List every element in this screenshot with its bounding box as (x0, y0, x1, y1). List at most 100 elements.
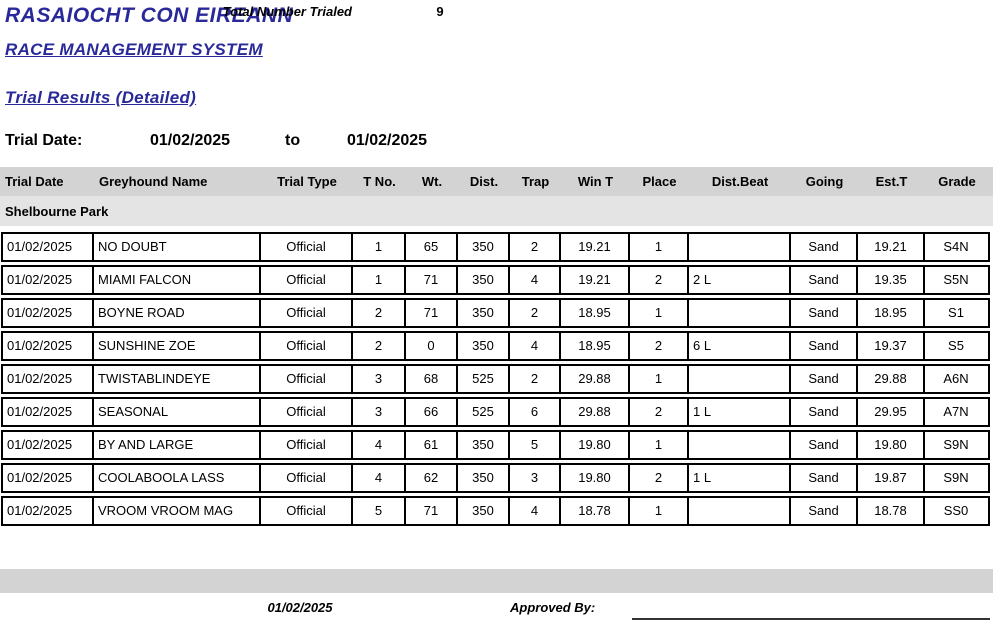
report-title: Trial Results (Detailed) (5, 88, 197, 107)
signature-line (632, 618, 990, 620)
column-header: Dist.Beat (711, 174, 769, 189)
table-cell: 1 L (689, 465, 791, 491)
table-cell: 3 (353, 366, 406, 392)
table-cell: 3 (510, 465, 561, 491)
table-cell: 350 (458, 267, 510, 293)
table-cell: 18.78 (561, 498, 630, 524)
table-cell: 01/02/2025 (3, 465, 94, 491)
table-cell (689, 366, 791, 392)
table-cell: 4 (510, 498, 561, 524)
table-cell: Official (261, 432, 353, 458)
table-cell: 350 (458, 300, 510, 326)
table-cell: Sand (791, 267, 858, 293)
table-cell (689, 498, 791, 524)
table-cell: 2 (353, 300, 406, 326)
table-cell: S4N (943, 239, 969, 254)
table-cell: SUNSHINE ZOE (94, 333, 261, 359)
table-cell: 1 (630, 498, 689, 524)
results-table-body: 01/02/2025 NO DOUBT Official 1 65 350 2 19.21 1 S… (1, 232, 990, 529)
table-cell: 5 (353, 498, 406, 524)
column-header: Dist. (469, 174, 499, 189)
table-row: 01/02/2025 TWISTABLINDEYE Official 3 68 525 2 2… (1, 364, 990, 394)
table-cell (689, 234, 791, 260)
table-cell: 19.80 (561, 432, 630, 458)
table-cell: 1 (630, 300, 689, 326)
table-cell: S9N (943, 470, 969, 485)
table-cell: Official (261, 399, 353, 425)
table-cell: 29.95 (858, 399, 925, 425)
table-cell: 350 (458, 432, 510, 458)
table-cell (689, 300, 791, 326)
table-cell: COOLABOOLA LASS (94, 465, 261, 491)
table-cell: SS0 (943, 503, 969, 518)
column-header: Wt. (421, 174, 443, 189)
table-cell: 525 (458, 399, 510, 425)
table-cell: 29.88 (561, 366, 630, 392)
table-cell: MIAMI FALCON (94, 267, 261, 293)
report-date: 01/02/2025 (267, 600, 333, 615)
table-cell: 350 (458, 234, 510, 260)
column-header: Greyhound Name (99, 174, 208, 189)
total-bar (0, 569, 993, 593)
table-cell: 6 L (689, 333, 791, 359)
table-row: 01/02/2025 VROOM VROOM MAG Official 5 71 350 4… (1, 496, 990, 526)
table-cell: Sand (791, 498, 858, 524)
table-cell: S9N (943, 437, 969, 452)
table-cell: 61 (406, 432, 458, 458)
trial-date-to: 01/02/2025 (347, 132, 428, 149)
table-cell: SEASONAL (94, 399, 261, 425)
table-cell: Sand (791, 465, 858, 491)
total-trialed-value: 9 (436, 4, 444, 19)
table-cell: 2 (630, 465, 689, 491)
column-header: Place (642, 174, 677, 189)
table-cell: Sand (791, 432, 858, 458)
table-cell: 4 (510, 333, 561, 359)
table-cell: 01/02/2025 (3, 300, 94, 326)
table-cell: A7N (943, 404, 969, 419)
trial-date-range: Trial Date: 01/02/2025 to 01/02/2025 (0, 132, 700, 154)
table-cell: 1 L (689, 399, 791, 425)
table-cell: S5N (943, 272, 969, 287)
table-cell: 19.21 (561, 267, 630, 293)
table-cell: 525 (458, 366, 510, 392)
table-cell: 19.80 (858, 432, 925, 458)
table-cell: 19.37 (858, 333, 925, 359)
table-cell: 62 (406, 465, 458, 491)
table-cell: 19.87 (858, 465, 925, 491)
table-cell: Official (261, 234, 353, 260)
table-cell: A6N (943, 371, 969, 386)
table-cell: 18.95 (561, 300, 630, 326)
table-cell: 2 L (689, 267, 791, 293)
table-cell: BY AND LARGE (94, 432, 261, 458)
table-cell: 1 (353, 267, 406, 293)
table-cell: 19.80 (561, 465, 630, 491)
table-cell: 01/02/2025 (3, 267, 94, 293)
organisation-title: RASAIOCHT CON EIREANN (5, 4, 294, 27)
table-row: 01/02/2025 MIAMI FALCON Official 1 71 350 4 19.… (1, 265, 990, 295)
table-cell: 1 (353, 234, 406, 260)
table-cell: 4 (353, 432, 406, 458)
table-cell: Official (261, 333, 353, 359)
system-title: RACE MANAGEMENT SYSTEM (5, 40, 263, 59)
table-cell: 19.21 (561, 234, 630, 260)
table-cell: 1 (630, 432, 689, 458)
table-cell: 01/02/2025 (3, 366, 94, 392)
table-cell: 2 (510, 300, 561, 326)
table-cell: 66 (406, 399, 458, 425)
table-cell: S1 (948, 305, 964, 320)
column-header: Win T (577, 174, 614, 189)
track-section-row: Shelbourne Park (0, 196, 993, 226)
table-cell: S5 (948, 338, 964, 353)
table-cell: Official (261, 498, 353, 524)
table-cell: 4 (353, 465, 406, 491)
column-header: T No. (363, 174, 396, 189)
table-cell: 68 (406, 366, 458, 392)
table-cell: 2 (510, 234, 561, 260)
table-cell: 71 (406, 498, 458, 524)
table-cell: Sand (791, 234, 858, 260)
column-header: Going (805, 174, 844, 189)
table-cell: 29.88 (858, 366, 925, 392)
table-cell: 2 (510, 366, 561, 392)
table-cell: 18.78 (858, 498, 925, 524)
column-header: Est.T (875, 174, 908, 189)
